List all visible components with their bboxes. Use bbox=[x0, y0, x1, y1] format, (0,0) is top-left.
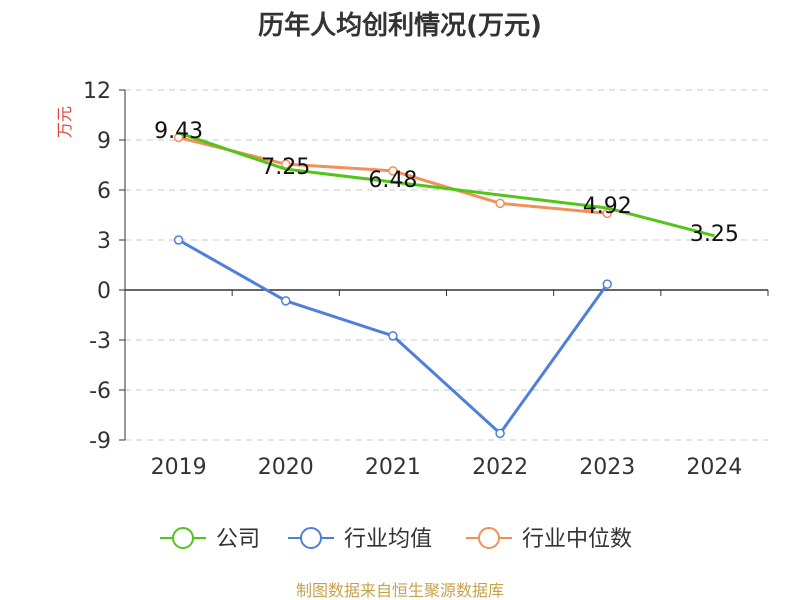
data-point bbox=[388, 331, 398, 341]
legend-label: 公司 bbox=[216, 527, 260, 552]
legend-swatch-marker bbox=[478, 527, 500, 549]
y-tick-label: -9 bbox=[89, 429, 111, 454]
data-label: 6.48 bbox=[368, 168, 417, 193]
x-tick-label: 2022 bbox=[472, 455, 528, 480]
x-tick-label: 2023 bbox=[579, 455, 635, 480]
y-tick-label: 6 bbox=[97, 179, 111, 204]
legend-item[interactable]: 行业中位数 bbox=[466, 527, 632, 552]
legend-label: 行业均值 bbox=[344, 527, 432, 552]
data-point bbox=[602, 279, 612, 289]
data-point bbox=[173, 235, 184, 245]
chart-title: 历年人均创利情况(万元) bbox=[258, 10, 542, 41]
data-label: 9.43 bbox=[154, 119, 203, 144]
series-layer bbox=[173, 131, 715, 439]
data-label: 4.92 bbox=[583, 194, 632, 219]
legend-swatch-marker bbox=[172, 527, 194, 549]
data-labels: 9.43 7.25 6.48 4.92 3.25 bbox=[154, 119, 739, 247]
data-label: 7.25 bbox=[261, 155, 310, 180]
y-axis-unit-label: 万元 bbox=[55, 106, 74, 138]
x-tick-label: 2024 bbox=[686, 455, 742, 480]
series-line-1 bbox=[178, 131, 715, 238]
y-tick-label: 12 bbox=[83, 79, 111, 104]
y-tick-label: 0 bbox=[97, 279, 111, 304]
x-tick-label: 2020 bbox=[258, 455, 314, 480]
axes: 12 9 6 3 0 -3 -6 -9 2019 2020 2021 2022 2023 2024 bbox=[83, 79, 769, 480]
legend[interactable]: 公司 行业均值 行业中位数 bbox=[160, 527, 632, 552]
data-label: 3.25 bbox=[690, 222, 739, 247]
x-tick-label: 2019 bbox=[151, 455, 207, 480]
data-point bbox=[281, 296, 291, 306]
y-tick-label: 9 bbox=[97, 129, 111, 154]
legend-label: 行业中位数 bbox=[522, 527, 632, 552]
data-point bbox=[388, 166, 398, 176]
data-point bbox=[495, 198, 505, 209]
y-tick-label: 3 bbox=[97, 229, 111, 254]
legend-item[interactable]: 公司 bbox=[160, 527, 260, 552]
y-tick-label: -3 bbox=[89, 329, 111, 354]
data-source-note: 制图数据来自恒生聚源数据库 bbox=[296, 581, 504, 600]
legend-swatch-marker bbox=[300, 527, 322, 549]
legend-item[interactable]: 行业均值 bbox=[288, 527, 432, 552]
y-tick-label: -6 bbox=[89, 379, 111, 404]
x-tick-label: 2021 bbox=[365, 455, 421, 480]
data-point bbox=[495, 428, 505, 439]
